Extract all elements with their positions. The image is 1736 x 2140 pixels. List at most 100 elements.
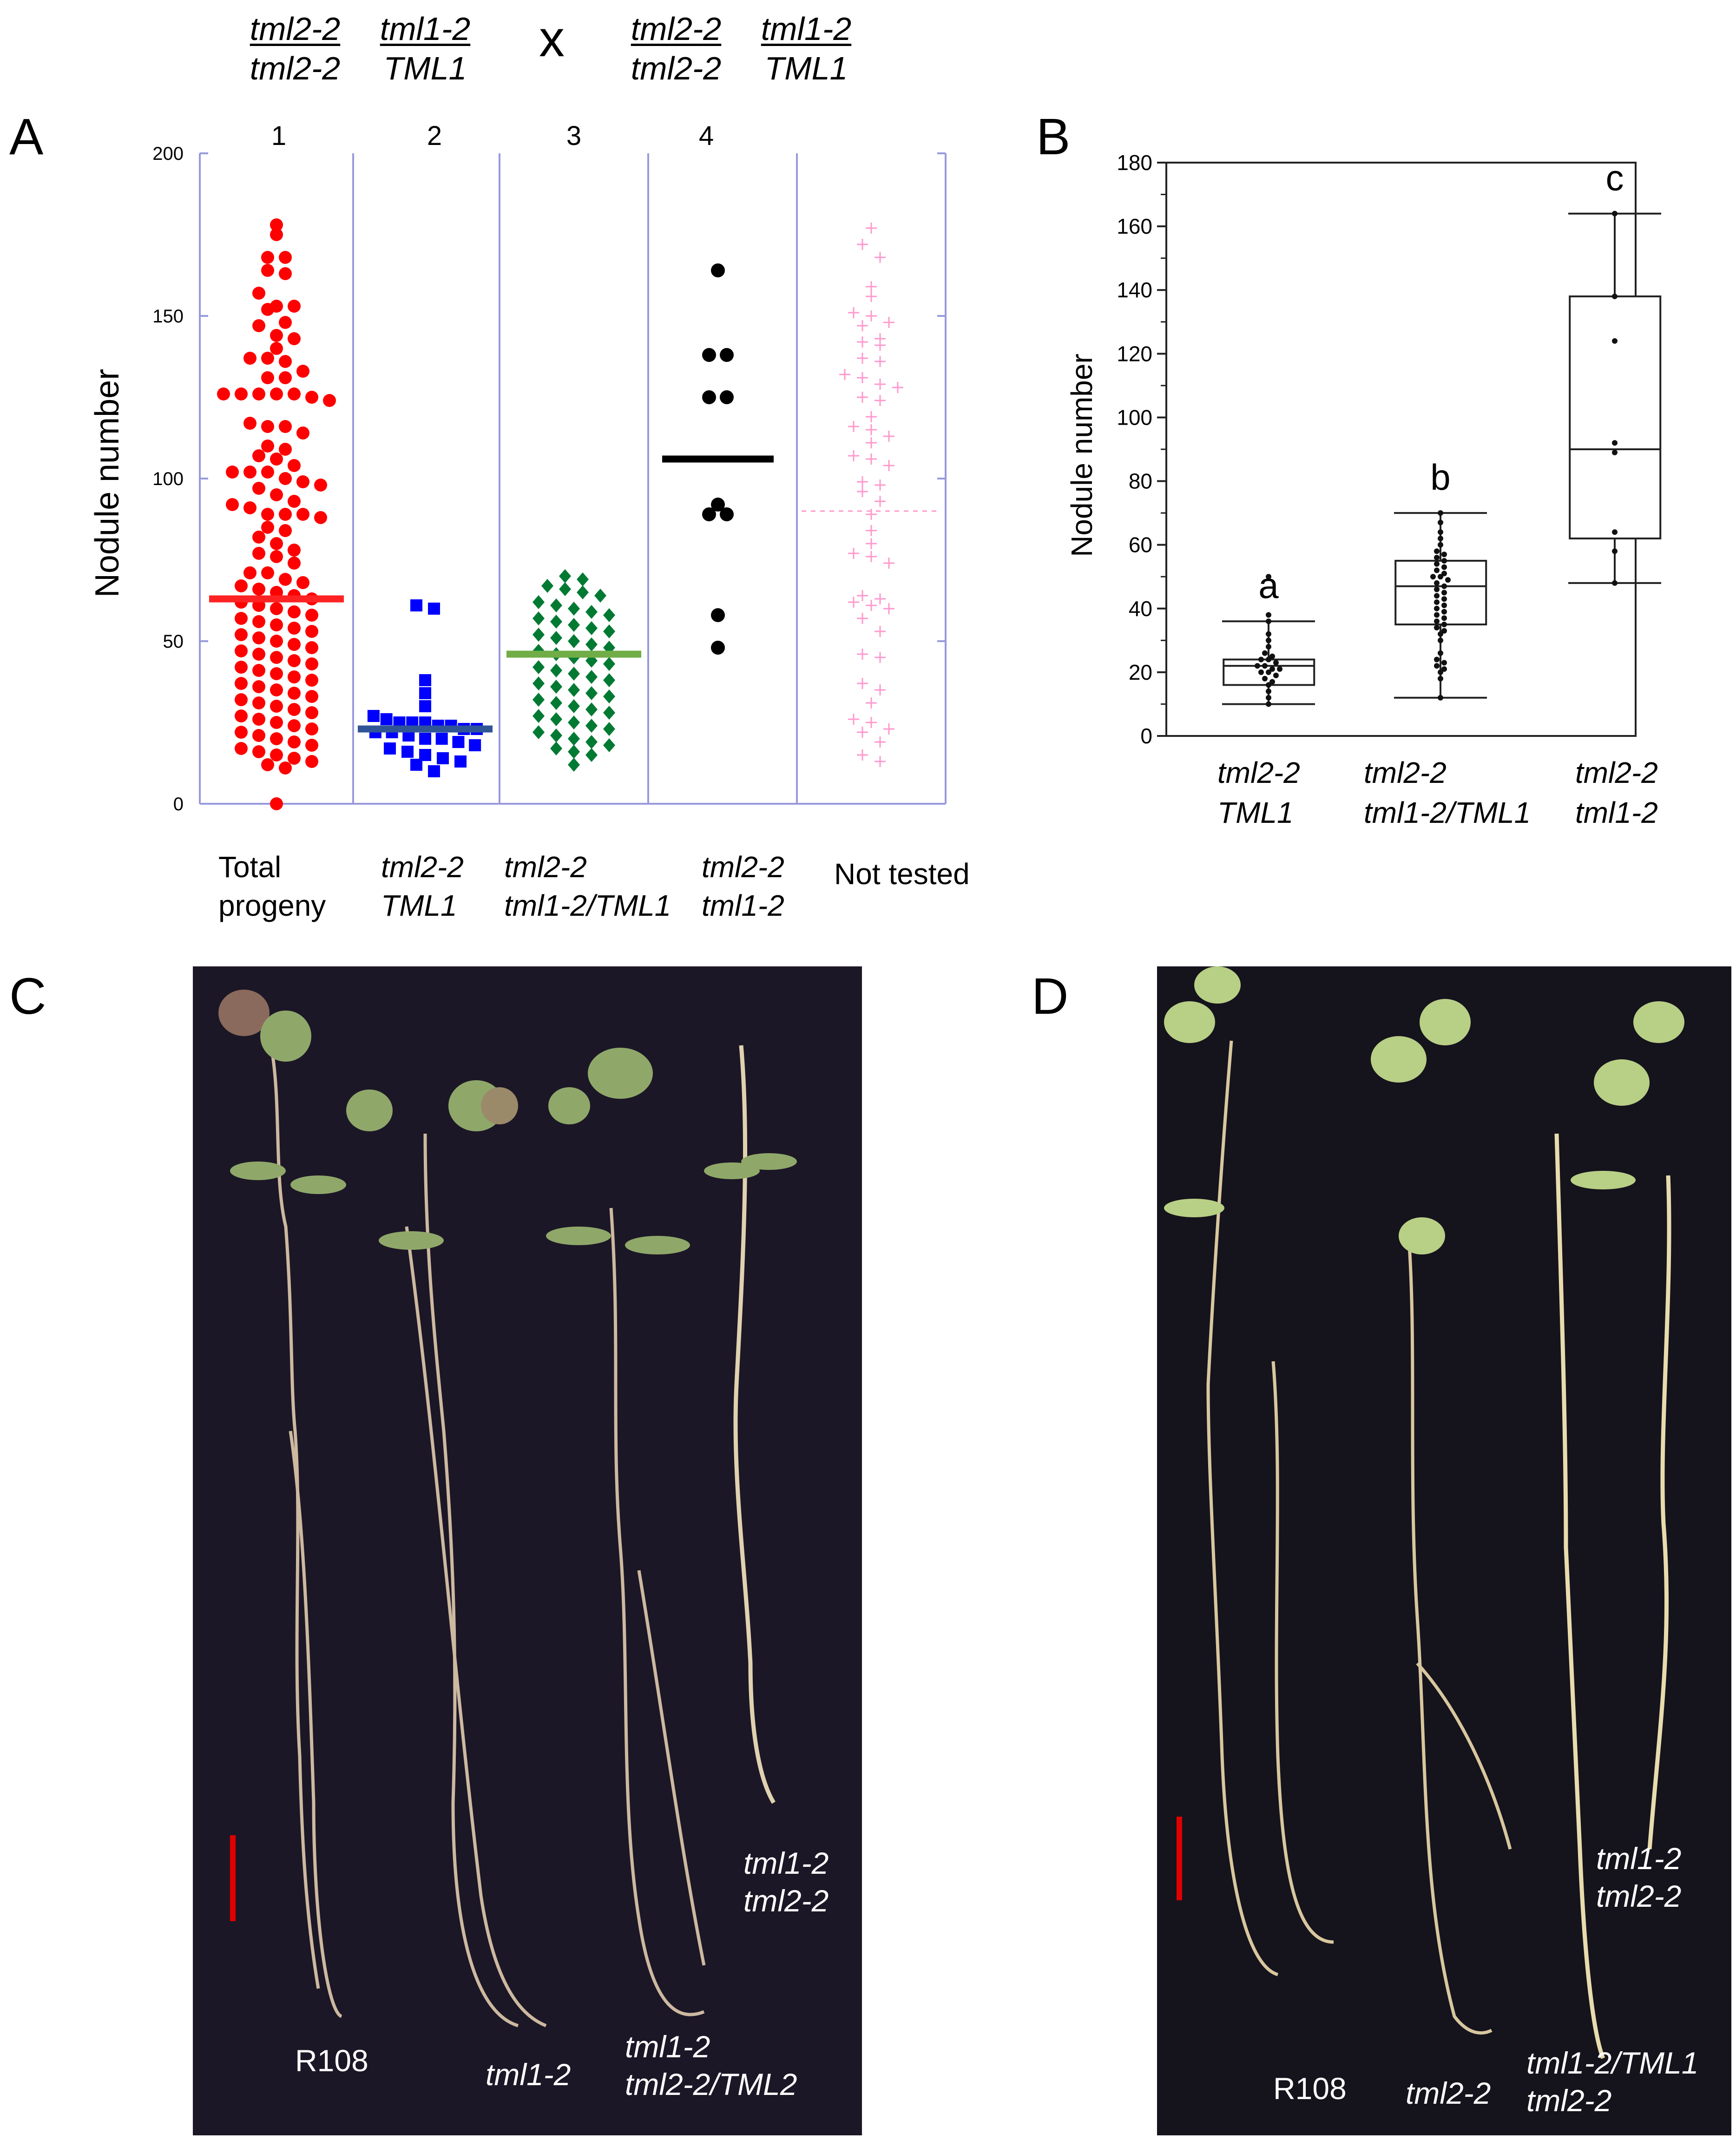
parent2-allele-tml2-top: tml2-2 <box>631 11 722 47</box>
panel-a-data-point <box>720 348 734 362</box>
panel-a-data-point <box>550 598 562 612</box>
photo-d-label-plant4-line2: tml2-2 <box>1596 1878 1682 1913</box>
panel-a-data-point <box>252 696 265 709</box>
panel-a-category-label-2: tml2-2 TML1 <box>381 848 464 925</box>
photo-c-label-plant3-line1: tml1-2 <box>625 2029 710 2064</box>
panel-a-data-point <box>428 765 440 777</box>
panel-b-category-label-3-line1: tml2-2 <box>1575 756 1658 789</box>
panel-b-data-point <box>1269 666 1275 672</box>
panel-b-category-label-2-line2: tml1-2/TML1 <box>1364 796 1531 830</box>
panel-a-data-point <box>568 667 580 681</box>
panel-b-data-point <box>1612 548 1618 554</box>
panel-a-data-point <box>270 602 283 615</box>
panel-a-data-point <box>585 605 598 619</box>
panel-a-data-point <box>875 379 886 390</box>
panel-a-data-point <box>875 756 886 767</box>
panel-b-data-point <box>1434 580 1440 586</box>
panel-a-data-point <box>296 508 309 521</box>
panel-a-data-point <box>305 657 318 670</box>
panel-a-data-point <box>875 496 886 507</box>
panel-b-data-point <box>1430 574 1436 580</box>
parent2-allele-tml2-bottom: tml2-2 <box>631 50 722 87</box>
panel-a-data-point <box>261 352 274 365</box>
parent1-allele-tml1-bottom: TML1 <box>383 50 467 87</box>
panel-b-data-point <box>1434 618 1440 624</box>
panel-a-data-point <box>857 239 868 250</box>
plant-d3-leaves <box>1571 1001 1684 1189</box>
panel-a-data-point <box>866 551 877 562</box>
panel-a-category-label-1-line1: Total <box>218 850 282 884</box>
panel-a-data-point <box>875 626 886 637</box>
panel-a-data-point <box>568 745 580 759</box>
panel-a-data-point <box>857 613 868 624</box>
panel-a-data-point <box>261 508 274 521</box>
panel-b-data-point <box>1438 529 1443 535</box>
panel-b-y-tick-label: 80 <box>1129 469 1152 493</box>
panel-a-data-point <box>288 687 301 700</box>
panel-b-data-point <box>1438 535 1443 541</box>
panel-a-data-point <box>270 683 283 696</box>
panel-a-data-point <box>279 443 292 456</box>
panel-a-data-point <box>550 696 562 710</box>
panel-a-data-point <box>252 387 265 400</box>
panel-a-data-point <box>866 310 877 322</box>
panel-a-data-point <box>288 670 301 683</box>
panel-a-data-point <box>235 644 248 657</box>
panel-a-data-point <box>533 660 545 674</box>
panel-a-data-point <box>235 726 248 739</box>
panel-a-category-label-5: Not tested <box>834 855 970 893</box>
panel-a-data-point <box>559 582 571 596</box>
panel-a-data-point <box>243 352 256 365</box>
panel-a-data-point <box>270 748 283 761</box>
panel-letter-d: D <box>1032 968 1069 1025</box>
panel-a-data-point <box>711 641 725 655</box>
panel-b-significance-letter: b <box>1430 457 1450 498</box>
panel-b-data-point <box>1269 679 1275 685</box>
panel-a-data-point <box>296 576 309 589</box>
panel-b-data-point <box>1266 682 1271 688</box>
parent2-allele-tml2: tml2-2 tml2-2 <box>623 9 730 89</box>
panel-a-data-point <box>279 371 292 384</box>
panel-b-data-point <box>1266 644 1271 650</box>
panel-a-data-point <box>568 758 580 772</box>
panel-a-data-point <box>288 459 301 472</box>
panel-b-box <box>1569 295 1662 539</box>
panel-b-data-point <box>1266 612 1271 618</box>
panel-a-data-point <box>857 649 868 660</box>
panel-a-data-point <box>279 573 292 586</box>
panel-b-data-point <box>1438 519 1443 525</box>
panel-a-data-point <box>270 342 283 355</box>
parent1-allele-tml2-top: tml2-2 <box>250 11 341 47</box>
panel-b-data-point <box>1445 577 1451 583</box>
panel-a-data-point <box>279 316 292 329</box>
panel-a-data-point <box>577 572 589 586</box>
panel-a-data-point <box>883 317 894 328</box>
panel-a-data-point <box>533 595 545 609</box>
panel-a-data-point <box>603 689 615 703</box>
panel-a-data-point <box>585 686 598 700</box>
photo-d-label-plant2: tml2-2 <box>1406 2076 1491 2110</box>
panel-a-data-point <box>305 391 318 404</box>
panel-a-data-point <box>288 332 301 345</box>
panel-a-data-point <box>261 420 274 433</box>
panel-a-data-point <box>252 482 265 495</box>
panel-b-data-point <box>1434 586 1440 592</box>
panel-a-data-point <box>875 479 886 491</box>
panel-a-y-tick-label: 150 <box>152 306 184 327</box>
panel-a-data-point <box>288 735 301 748</box>
plant-d1-leaves <box>1164 966 1241 1217</box>
panel-a-data-point <box>875 252 886 263</box>
panel-a-data-point <box>243 466 256 479</box>
plant-c4 <box>733 1045 776 1804</box>
plant-c1-leaves <box>218 990 346 1194</box>
panel-a-data-point <box>261 371 274 384</box>
panel-a-data-point <box>550 663 562 677</box>
panel-a-data-point <box>711 263 725 277</box>
plant-c2-leaves <box>346 1080 518 1250</box>
panel-a-data-point <box>279 420 292 433</box>
panel-a-data-point <box>585 637 598 651</box>
panel-b-data-point <box>1441 583 1447 589</box>
panel-a-data-point <box>454 755 467 768</box>
panel-a-data-point <box>585 702 598 716</box>
panel-a-data-point <box>252 531 265 544</box>
